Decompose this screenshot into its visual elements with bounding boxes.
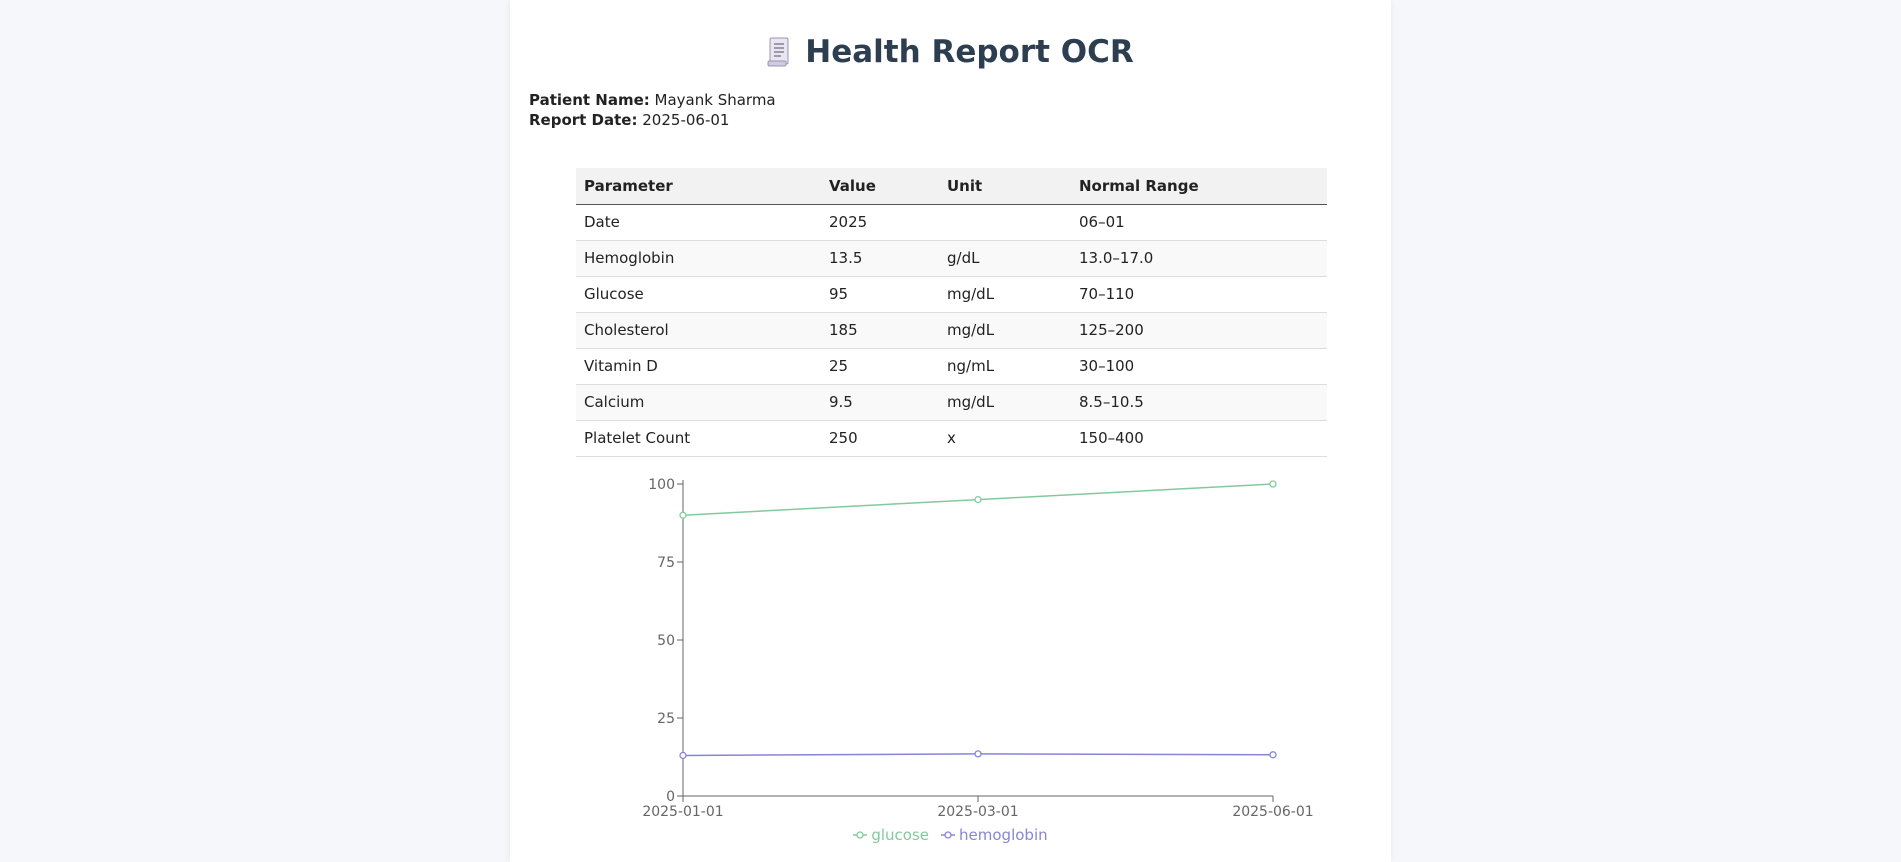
table-header-row: Parameter Value Unit Normal Range xyxy=(576,168,1327,205)
cell-unit: x xyxy=(939,420,1071,457)
table-row: Hemoglobin 13.5 g/dL 13.0–17.0 xyxy=(576,240,1327,277)
header-value: Value xyxy=(821,168,939,205)
x-tick-label: 2025-06-01 xyxy=(1232,804,1313,820)
y-tick-label: 25 xyxy=(657,711,675,727)
hemoglobin-data-point xyxy=(1269,751,1277,759)
legend-label: glucose xyxy=(871,826,930,844)
cell-unit: mg/dL xyxy=(939,276,1071,313)
cell-unit: g/dL xyxy=(939,240,1071,277)
report-card: Health Report OCR Patient Name: Mayank S… xyxy=(510,0,1391,862)
cell-value: 13.5 xyxy=(821,240,939,277)
cell-range: 70–110 xyxy=(1071,276,1327,313)
patient-name-line: Patient Name: Mayank Sharma xyxy=(529,90,776,110)
line-chart: 0 25 50 75 100 2025-01-01 2025-03-01 2025-06-01 xyxy=(642,477,1313,820)
cell-parameter: Hemoglobin xyxy=(576,240,821,277)
glucose-data-point xyxy=(1269,480,1277,488)
cell-range: 150–400 xyxy=(1071,420,1327,457)
glucose-data-point xyxy=(679,511,687,519)
hemoglobin-data-point xyxy=(974,750,982,758)
cell-parameter: Calcium xyxy=(576,384,821,421)
report-icon xyxy=(767,37,789,67)
patient-name-value: Mayank Sharma xyxy=(654,91,776,109)
cell-range: 06–01 xyxy=(1071,204,1327,241)
table-row: Date 2025 06–01 xyxy=(576,204,1327,241)
chart-legend: glucose hemoglobin xyxy=(510,826,1391,844)
patient-name-label: Patient Name: xyxy=(529,91,650,109)
cell-range: 13.0–17.0 xyxy=(1071,240,1327,277)
cell-unit: ng/mL xyxy=(939,348,1071,385)
cell-parameter: Platelet Count xyxy=(576,420,821,457)
x-tick-label: 2025-03-01 xyxy=(937,804,1018,820)
y-tick-label: 50 xyxy=(657,633,675,649)
legend-label: hemoglobin xyxy=(959,826,1048,844)
cell-range: 8.5–10.5 xyxy=(1071,384,1327,421)
cell-value: 9.5 xyxy=(821,384,939,421)
legend-item-hemoglobin: hemoglobin xyxy=(941,826,1048,844)
table-row: Glucose 95 mg/dL 70–110 xyxy=(576,276,1327,313)
cell-parameter: Date xyxy=(576,204,821,241)
cell-parameter: Vitamin D xyxy=(576,348,821,385)
cell-value: 250 xyxy=(821,420,939,457)
legend-marker-icon xyxy=(941,831,956,839)
cell-value: 25 xyxy=(821,348,939,385)
cell-range: 125–200 xyxy=(1071,312,1327,349)
header-parameter: Parameter xyxy=(576,168,821,205)
cell-value: 185 xyxy=(821,312,939,349)
title-row: Health Report OCR xyxy=(510,30,1391,74)
legend-marker-icon xyxy=(853,831,868,839)
cell-value: 2025 xyxy=(821,204,939,241)
table-row: Calcium 9.5 mg/dL 8.5–10.5 xyxy=(576,384,1327,421)
y-tick-label: 100 xyxy=(648,477,675,493)
report-date-label: Report Date: xyxy=(529,111,638,129)
y-tick-label: 75 xyxy=(657,555,675,571)
report-table: Parameter Value Unit Normal Range Date 2… xyxy=(576,168,1327,457)
table-row: Cholesterol 185 mg/dL 125–200 xyxy=(576,312,1327,349)
page-title: Health Report OCR xyxy=(805,34,1134,70)
cell-value: 95 xyxy=(821,276,939,313)
hemoglobin-data-point xyxy=(679,751,687,760)
cell-unit xyxy=(939,204,1071,241)
cell-unit: mg/dL xyxy=(939,312,1071,349)
y-tick-label: 0 xyxy=(666,789,675,805)
glucose-data-point xyxy=(974,495,982,504)
cell-unit: mg/dL xyxy=(939,384,1071,421)
legend-item-glucose: glucose xyxy=(853,826,929,844)
x-tick-label: 2025-01-01 xyxy=(642,804,723,820)
table-row: Vitamin D 25 ng/mL 30–100 xyxy=(576,348,1327,385)
header-unit: Unit xyxy=(939,168,1071,205)
header-normal-range: Normal Range xyxy=(1071,168,1327,205)
report-date-line: Report Date: 2025-06-01 xyxy=(529,110,776,130)
report-date-value: 2025-06-01 xyxy=(642,111,730,129)
patient-info: Patient Name: Mayank Sharma Report Date:… xyxy=(529,90,776,130)
table-row: Platelet Count 250 x 150–400 xyxy=(576,420,1327,457)
cell-parameter: Glucose xyxy=(576,276,821,313)
cell-range: 30–100 xyxy=(1071,348,1327,385)
cell-parameter: Cholesterol xyxy=(576,312,821,349)
